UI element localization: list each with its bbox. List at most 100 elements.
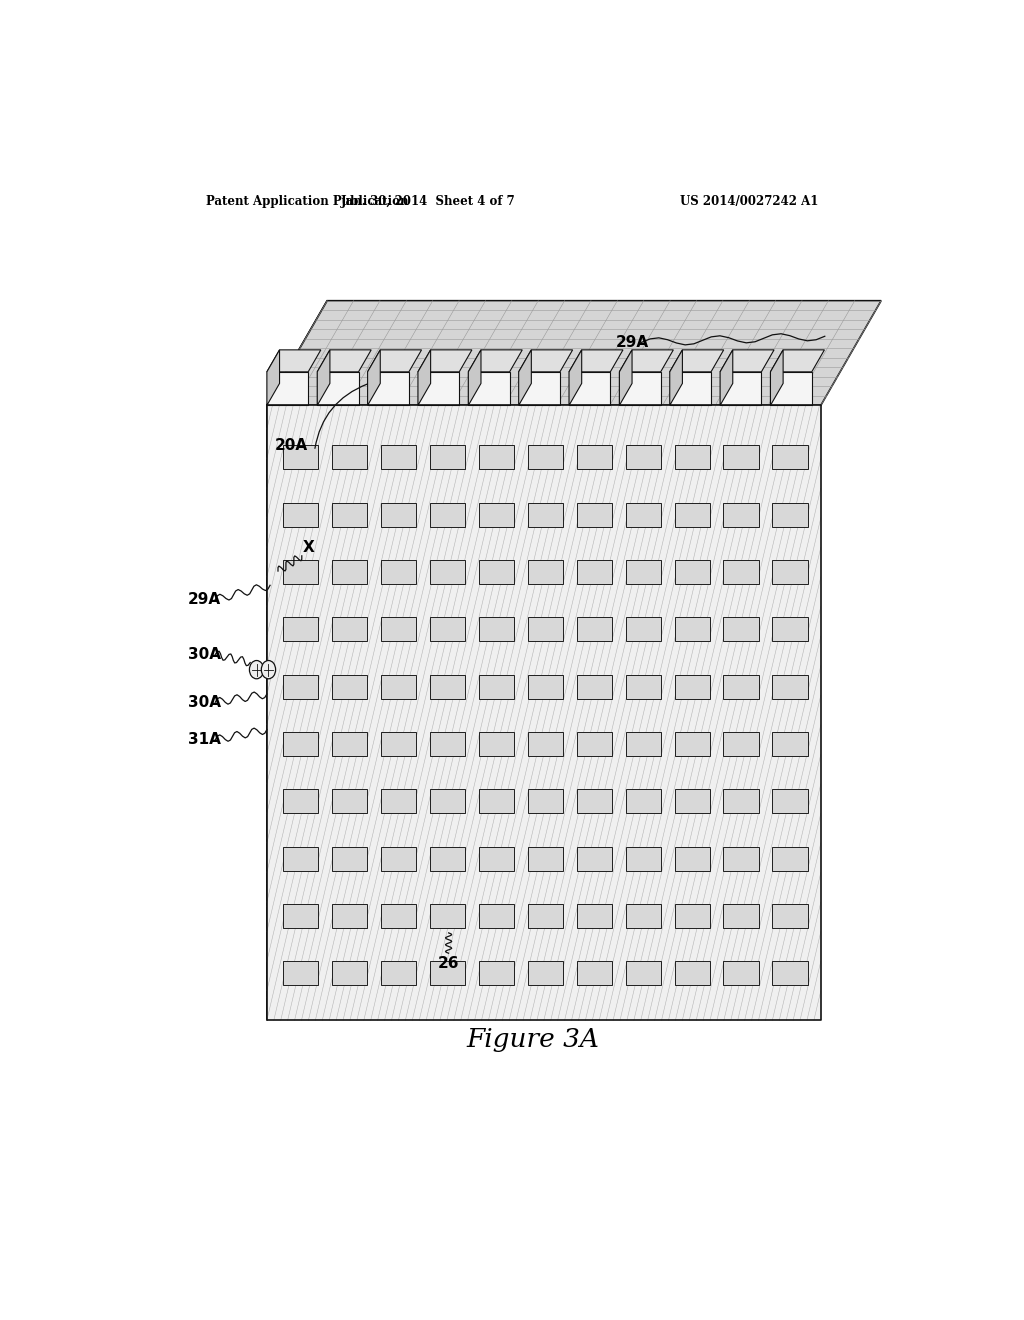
Bar — [675, 733, 710, 756]
Bar — [527, 560, 563, 585]
Polygon shape — [569, 350, 582, 405]
Polygon shape — [368, 372, 409, 405]
Bar — [675, 904, 710, 928]
Bar — [332, 560, 368, 585]
Polygon shape — [317, 372, 358, 405]
Text: 29A: 29A — [187, 591, 220, 607]
Bar — [724, 789, 759, 813]
Bar — [527, 503, 563, 527]
Polygon shape — [720, 372, 762, 405]
Polygon shape — [267, 350, 280, 405]
Bar — [772, 789, 808, 813]
Bar — [724, 445, 759, 470]
Text: 30A: 30A — [187, 647, 220, 661]
Bar — [724, 560, 759, 585]
Bar — [577, 904, 612, 928]
Polygon shape — [317, 350, 330, 405]
Bar — [577, 789, 612, 813]
Circle shape — [250, 660, 264, 678]
Bar — [675, 560, 710, 585]
Bar — [284, 789, 318, 813]
Bar — [772, 904, 808, 928]
Bar — [577, 675, 612, 698]
Bar — [479, 445, 514, 470]
Bar — [332, 445, 368, 470]
Text: Jan. 30, 2014  Sheet 4 of 7: Jan. 30, 2014 Sheet 4 of 7 — [341, 194, 515, 207]
Text: X: X — [302, 540, 314, 556]
Bar — [577, 560, 612, 585]
Bar — [430, 961, 465, 986]
Polygon shape — [670, 350, 682, 405]
Text: 30A: 30A — [187, 694, 220, 710]
Bar — [724, 618, 759, 642]
Bar — [577, 961, 612, 986]
Polygon shape — [770, 372, 812, 405]
Bar — [772, 675, 808, 698]
Bar — [772, 560, 808, 585]
Bar — [527, 961, 563, 986]
Bar — [626, 789, 660, 813]
Bar — [430, 789, 465, 813]
Bar — [577, 618, 612, 642]
Polygon shape — [670, 350, 724, 372]
Bar — [332, 846, 368, 871]
Polygon shape — [267, 301, 328, 1020]
Polygon shape — [267, 405, 821, 1020]
Bar — [527, 733, 563, 756]
Bar — [381, 445, 417, 470]
Bar — [675, 618, 710, 642]
Bar — [381, 560, 417, 585]
Bar — [626, 445, 660, 470]
Bar — [626, 618, 660, 642]
Polygon shape — [418, 372, 459, 405]
Bar — [527, 445, 563, 470]
Bar — [430, 560, 465, 585]
Bar — [724, 503, 759, 527]
Bar — [284, 904, 318, 928]
Bar — [381, 846, 417, 871]
Bar — [772, 733, 808, 756]
Circle shape — [261, 660, 275, 678]
Polygon shape — [569, 350, 623, 372]
Bar — [577, 503, 612, 527]
Bar — [332, 675, 368, 698]
Bar — [381, 789, 417, 813]
Bar — [332, 789, 368, 813]
Polygon shape — [468, 350, 481, 405]
Polygon shape — [267, 301, 881, 405]
Bar — [675, 789, 710, 813]
Polygon shape — [368, 350, 380, 405]
Bar — [284, 560, 318, 585]
Bar — [724, 961, 759, 986]
Bar — [772, 618, 808, 642]
Bar — [332, 733, 368, 756]
Polygon shape — [620, 350, 632, 405]
Bar — [284, 675, 318, 698]
Text: US 2014/0027242 A1: US 2014/0027242 A1 — [680, 194, 819, 207]
Bar — [675, 675, 710, 698]
Polygon shape — [468, 350, 522, 372]
Bar — [284, 445, 318, 470]
Bar — [332, 961, 368, 986]
Bar — [332, 503, 368, 527]
Polygon shape — [569, 372, 610, 405]
Bar — [430, 618, 465, 642]
Bar — [527, 675, 563, 698]
Polygon shape — [418, 350, 431, 405]
Bar — [626, 560, 660, 585]
Bar — [430, 675, 465, 698]
Bar — [381, 618, 417, 642]
Bar — [626, 675, 660, 698]
Bar — [479, 789, 514, 813]
Text: Patent Application Publication: Patent Application Publication — [206, 194, 409, 207]
Bar — [381, 961, 417, 986]
Polygon shape — [770, 350, 783, 405]
Bar — [577, 445, 612, 470]
Bar — [626, 904, 660, 928]
Bar — [284, 503, 318, 527]
Bar — [284, 733, 318, 756]
Polygon shape — [770, 350, 824, 372]
Bar — [381, 904, 417, 928]
Polygon shape — [620, 372, 660, 405]
Bar — [577, 733, 612, 756]
